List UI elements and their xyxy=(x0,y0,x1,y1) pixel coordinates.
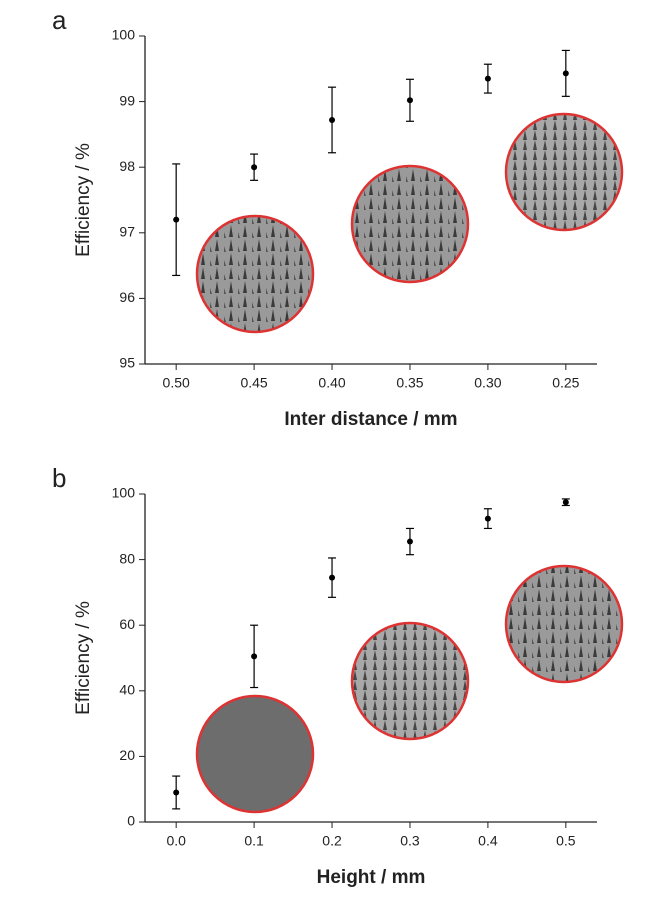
x-axis-title: Height / mm xyxy=(317,867,426,888)
x-tick-label: 0.30 xyxy=(474,375,501,391)
x-tick-label: 0.45 xyxy=(240,375,267,391)
y-tick-label: 96 xyxy=(119,289,135,305)
data-point xyxy=(406,538,413,545)
data-point xyxy=(562,70,569,77)
y-tick-label: 20 xyxy=(119,747,135,763)
panel-label: b xyxy=(52,463,66,493)
data-point xyxy=(173,216,180,223)
data-point xyxy=(329,116,336,123)
y-tick-label: 100 xyxy=(112,27,136,43)
x-tick-label: 0.0 xyxy=(166,833,186,849)
x-axis-title: Inter distance / mm xyxy=(284,409,457,430)
y-tick-label: 100 xyxy=(112,485,136,501)
x-tick-label: 0.4 xyxy=(478,833,498,849)
data-point xyxy=(562,499,569,506)
data-point xyxy=(251,653,258,660)
y-tick-label: 80 xyxy=(119,550,135,566)
data-point xyxy=(173,789,180,796)
y-axis-title: Efficiency / % xyxy=(73,143,94,257)
y-tick-label: 0 xyxy=(127,813,135,829)
data-point xyxy=(406,97,413,104)
x-tick-label: 0.3 xyxy=(400,833,420,849)
data-point xyxy=(329,574,336,581)
data-point xyxy=(484,515,491,522)
data-point xyxy=(484,75,491,82)
y-tick-label: 95 xyxy=(119,355,135,371)
x-tick-label: 0.50 xyxy=(163,375,190,391)
x-tick-label: 0.2 xyxy=(322,833,342,849)
inset-images xyxy=(195,112,624,814)
x-tick-label: 0.1 xyxy=(244,833,264,849)
y-tick-label: 60 xyxy=(119,616,135,632)
x-tick-label: 0.25 xyxy=(552,375,579,391)
y-tick-label: 97 xyxy=(119,224,135,240)
y-axis-title: Efficiency / % xyxy=(73,601,94,715)
x-tick-label: 0.40 xyxy=(318,375,345,391)
chart-panel: b Height / mm Efficiency / % 0 20 40 60 80 100 0.… xyxy=(52,463,597,888)
chart-panel: a Inter distance / mm Efficiency / % 95 96 97… xyxy=(52,5,597,430)
x-tick-label: 0.35 xyxy=(396,375,423,391)
data-point xyxy=(251,164,258,171)
x-tick-label: 0.5 xyxy=(556,833,576,849)
y-tick-label: 98 xyxy=(119,158,135,174)
y-tick-label: 40 xyxy=(119,682,135,698)
panel-label: a xyxy=(52,5,67,35)
y-tick-label: 99 xyxy=(119,92,135,108)
